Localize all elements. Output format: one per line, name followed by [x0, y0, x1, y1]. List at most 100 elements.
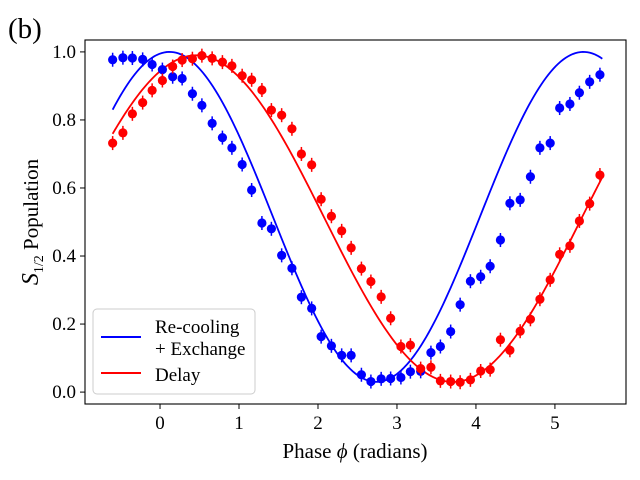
data-point-series-1: [396, 341, 406, 352]
data-point-series-0: [446, 326, 456, 337]
data-point-series-0: [147, 59, 157, 70]
data-point-series-0: [356, 370, 367, 380]
y-axis-title-rest: Population: [19, 158, 43, 255]
legend-label-recooling-line2: + Exchange: [155, 339, 245, 360]
data-point-series-0: [476, 272, 486, 282]
data-point-series-1: [465, 375, 476, 385]
data-point-series-1: [266, 105, 276, 115]
data-point-series-1: [277, 110, 287, 120]
data-point-series-0: [168, 72, 178, 82]
data-point-series-0: [376, 374, 386, 384]
data-point-series-1: [187, 54, 198, 64]
data-point-series-1: [426, 362, 436, 372]
data-point-series-1: [157, 75, 167, 86]
data-point-series-0: [495, 235, 506, 245]
y-axis-title-subscript: 1/2: [32, 255, 47, 273]
data-point-series-0: [565, 99, 575, 109]
data-point-series-1: [565, 241, 575, 251]
data-point-series-1: [455, 377, 465, 387]
data-point-series-1: [515, 326, 525, 336]
data-point-series-0: [535, 143, 545, 153]
data-point-series-1: [376, 292, 386, 302]
data-point-series-1: [227, 61, 237, 71]
data-point-series-1: [217, 57, 228, 67]
data-point-series-0: [346, 350, 356, 360]
data-point-series-0: [257, 218, 267, 228]
y-tick-label: 0.2: [52, 314, 76, 335]
data-point-series-1: [138, 97, 148, 108]
data-point-series-1: [535, 294, 545, 304]
data-point-series-0: [326, 341, 337, 351]
data-point-series-1: [405, 340, 415, 350]
y-axis-title-symbol: S: [18, 273, 44, 285]
data-point-series-0: [386, 373, 396, 384]
data-point-series-1: [197, 51, 207, 61]
legend-label-delay: Delay: [155, 365, 201, 386]
x-tick-label: 1: [234, 413, 244, 434]
data-point-series-0: [277, 250, 287, 260]
data-point-series-0: [405, 367, 415, 377]
data-point-series-1: [476, 366, 486, 376]
data-point-series-0: [426, 348, 436, 358]
data-point-series-0: [118, 53, 128, 63]
data-point-series-0: [177, 73, 187, 84]
data-point-series-1: [386, 313, 396, 323]
data-point-series-1: [307, 160, 317, 170]
y-tick-label: 1.0: [52, 42, 76, 63]
data-point-series-0: [545, 138, 555, 148]
plot-frame: [84, 39, 627, 405]
data-point-series-1: [446, 376, 456, 387]
data-point-series-1: [237, 71, 247, 81]
data-point-series-0: [366, 376, 376, 387]
data-point-series-0: [465, 276, 476, 286]
x-tick-label: 4: [471, 413, 481, 434]
data-point-series-0: [296, 292, 306, 302]
data-point-series-0: [227, 143, 237, 153]
y-axis-ticks: 0.0 0.2 0.4 0.6 0.8 1.0: [52, 42, 85, 403]
data-point-series-1: [247, 75, 257, 85]
data-point-series-1: [545, 275, 555, 285]
data-point-series-1: [585, 199, 595, 209]
data-point-series-1: [177, 55, 187, 65]
data-point-series-0: [555, 103, 565, 113]
data-point-series-1: [356, 264, 367, 274]
x-tick-label: 2: [313, 413, 323, 434]
data-point-series-0: [307, 303, 317, 314]
data-point-series-1: [595, 170, 605, 180]
data-point-series-0: [237, 159, 247, 170]
data-point-series-0: [435, 341, 446, 352]
data-point-series-1: [525, 314, 536, 324]
data-point-series-1: [168, 61, 178, 72]
x-axis-title-suffix: (radians): [348, 439, 428, 463]
legend: Re-cooling + Exchange Delay: [92, 308, 256, 395]
data-point-series-1: [326, 211, 337, 221]
x-tick-label: 0: [155, 413, 165, 434]
data-point-series-1: [127, 109, 137, 119]
data-point-series-0: [207, 118, 217, 128]
data-point-series-0: [217, 133, 228, 143]
data-point-series-0: [138, 54, 148, 64]
x-axis-ticks: 0 1 2 3 4 5: [155, 404, 560, 434]
data-point-series-0: [157, 64, 167, 75]
data-point-series-1: [296, 149, 306, 159]
data-point-series-0: [316, 332, 326, 342]
data-point-series-0: [396, 372, 406, 383]
data-point-series-1: [147, 85, 157, 95]
data-points: [108, 48, 605, 390]
panel-label: (b): [8, 13, 42, 45]
x-axis-title-prefix: Phase: [282, 439, 336, 463]
data-point-series-0: [127, 53, 137, 63]
data-point-series-1: [207, 53, 217, 63]
data-point-series-1: [316, 194, 326, 204]
data-point-series-0: [595, 70, 605, 80]
data-point-series-0: [247, 185, 257, 195]
data-point-series-0: [515, 195, 525, 205]
y-tick-label: 0.4: [52, 246, 76, 267]
data-point-series-1: [118, 128, 128, 138]
x-axis-title-symbol: ϕ: [337, 439, 348, 463]
y-tick-label: 0.8: [52, 110, 76, 131]
data-point-series-0: [337, 350, 347, 360]
data-point-series-1: [416, 364, 426, 374]
data-point-series-0: [266, 224, 276, 234]
data-point-series-0: [505, 198, 515, 208]
